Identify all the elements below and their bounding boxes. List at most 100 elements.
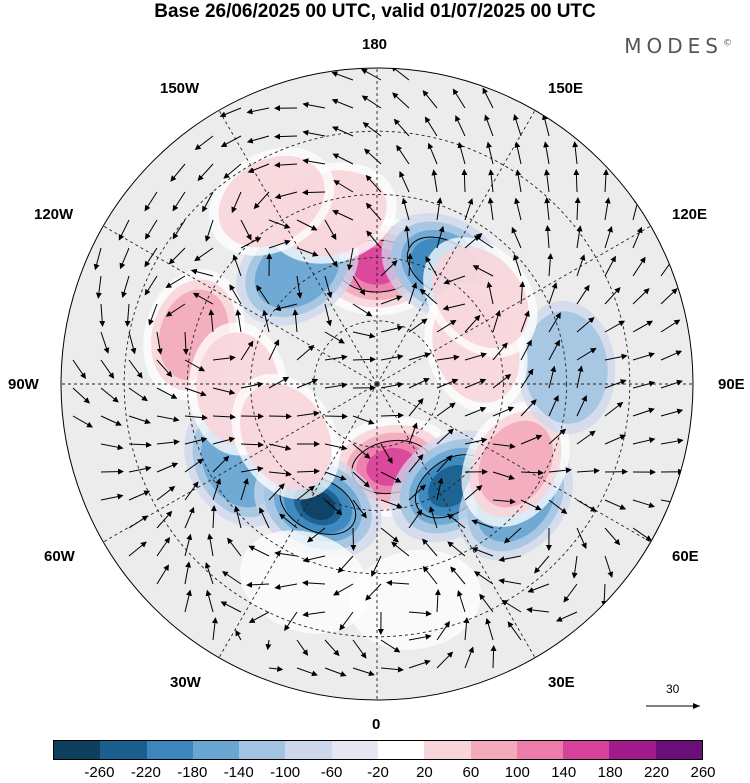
wind-arrow: [240, 477, 249, 501]
wind-arrow: [212, 478, 222, 501]
wind-arrow: [543, 141, 550, 165]
wind-arrow: [408, 610, 432, 617]
wind-arrow: [184, 436, 208, 445]
wind-arrow: [515, 169, 522, 193]
wind-arrow: [210, 505, 217, 529]
wind-arrow: [268, 376, 290, 389]
wind-arrow: [571, 555, 578, 579]
wind-arrow: [576, 395, 587, 417]
wind-arrow: [548, 467, 572, 474]
wind-arrow: [235, 309, 242, 333]
wind-arrow: [207, 533, 214, 557]
wind-arrow: [184, 481, 199, 501]
wind-arrow: [386, 579, 410, 586]
wind-arrow: [380, 443, 393, 464]
wind-arrow: [128, 465, 152, 473]
wind-arrow: [296, 275, 303, 299]
colorbar-tick-label: -260: [84, 764, 115, 781]
wind-arrow: [464, 352, 488, 361]
colorbar-tick-label: 20: [416, 764, 433, 781]
wind-arrow: [576, 317, 595, 333]
wind-arrow: [428, 506, 438, 529]
wind-arrow: [366, 230, 382, 249]
wind-arrow: [604, 197, 611, 221]
wind-arrow: [332, 153, 354, 165]
wind-arrow: [471, 519, 494, 529]
wind-arrow: [452, 88, 466, 109]
wind-arrow: [240, 237, 262, 249]
wind-arrow: [464, 198, 474, 221]
wind-arrow: [360, 68, 382, 81]
wind-arrow: [128, 515, 149, 529]
wind-arrow: [302, 579, 326, 586]
wind-arrow: [220, 601, 242, 613]
wind-arrow: [443, 275, 466, 285]
wind-arrow: [408, 484, 426, 501]
wind-arrow: [184, 561, 192, 585]
wind-arrow: [227, 537, 242, 557]
wind-arrow: [292, 309, 299, 333]
wind-arrow: [156, 462, 179, 473]
wind-arrow: [172, 191, 186, 212]
wind-arrow: [380, 471, 402, 483]
wind-arrow: [520, 499, 542, 511]
wind-arrow: [514, 197, 522, 221]
wind-arrow: [324, 275, 333, 299]
wind-arrow: [520, 399, 537, 417]
wind-arrow: [490, 645, 497, 669]
wind-arrow: [447, 541, 466, 557]
polar-map: [60, 67, 694, 701]
wind-arrow: [72, 359, 86, 380]
wind-arrow: [240, 219, 252, 241]
wind-arrow: [256, 284, 270, 305]
wind-arrow: [274, 133, 298, 140]
wind-arrow: [363, 148, 382, 165]
wind-arrow: [156, 331, 163, 355]
wind-arrow: [352, 331, 376, 339]
wind-arrow: [170, 163, 186, 182]
wind-arrow: [184, 589, 192, 613]
wind-arrow: [212, 455, 230, 473]
wind-arrow: [118, 219, 130, 241]
wind-arrow: [324, 219, 337, 241]
wind-arrow: [473, 571, 494, 585]
modes-logo: MODES©: [624, 34, 732, 58]
wind-arrow: [156, 485, 176, 501]
colorbar-tick-label: 220: [644, 764, 670, 781]
wind-arrow: [302, 158, 326, 165]
colorbar-cell: [563, 741, 610, 759]
wind-arrow: [484, 114, 494, 137]
wind-arrow: [576, 284, 590, 305]
wind-arrow: [156, 359, 173, 378]
wind-arrow: [352, 415, 375, 425]
wind-arrow: [192, 292, 214, 305]
colorbar-cell: [470, 741, 517, 759]
wind-arrow: [365, 202, 382, 221]
wind-arrow: [307, 527, 326, 543]
colorbar-cell: [192, 741, 240, 759]
wind-arrow: [527, 583, 550, 593]
wind-arrow: [324, 382, 348, 389]
wind-arrow: [576, 347, 597, 361]
wind-arrow: [184, 414, 208, 421]
wind-arrow: [274, 191, 298, 200]
wind-arrow: [302, 129, 326, 137]
wind-arrow: [268, 443, 292, 451]
wind-arrow: [486, 281, 494, 305]
wind-arrow: [436, 402, 456, 417]
wind-arrow: [632, 407, 655, 417]
wind-arrow: [408, 422, 418, 445]
wind-arrow: [660, 408, 684, 417]
wind-arrow: [548, 499, 568, 514]
wind-vectors: [72, 68, 684, 677]
wind-arrow: [498, 578, 522, 585]
lon-label-30e: 30E: [548, 674, 575, 691]
wind-arrow: [100, 493, 124, 501]
colorbar-cell: [377, 741, 425, 759]
wind-arrow: [520, 310, 530, 333]
wind-arrow: [324, 499, 343, 516]
wind-arrow: [156, 439, 180, 446]
wind-arrow: [604, 402, 624, 417]
colorbar-tick-label: -140: [223, 764, 254, 781]
wind-arrow: [124, 303, 131, 327]
